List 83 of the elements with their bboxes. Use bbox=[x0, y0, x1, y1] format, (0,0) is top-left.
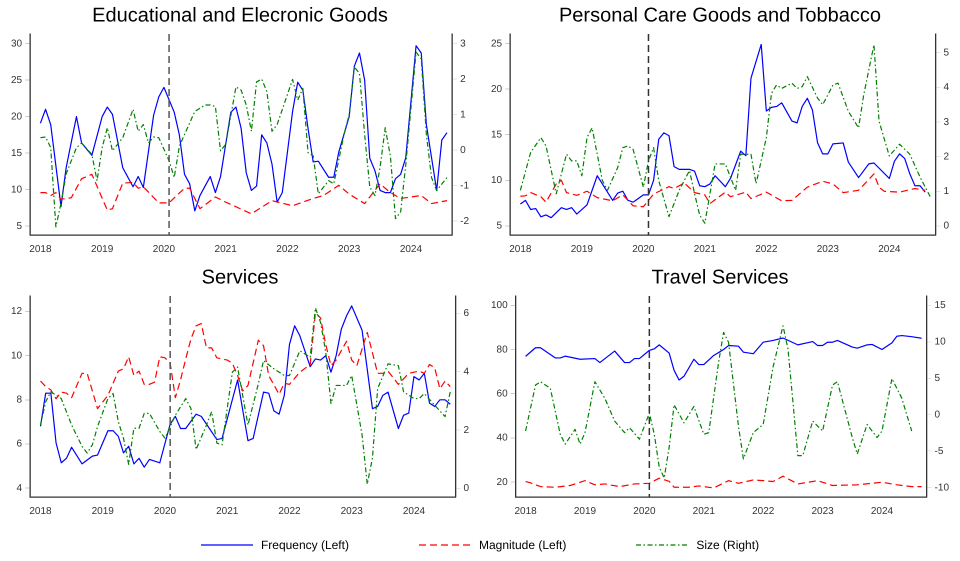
line-series bbox=[520, 173, 926, 208]
y2-tick-label: 0 bbox=[934, 409, 941, 420]
y-tick-label: 5 bbox=[16, 220, 23, 232]
y2-tick-label: 2 bbox=[460, 74, 466, 85]
x-tick-label: 2018 bbox=[514, 506, 538, 517]
legend-label: Size (Right) bbox=[696, 538, 760, 552]
x-tick-label: 2023 bbox=[811, 506, 834, 517]
y-tick-label: 10 bbox=[491, 175, 503, 186]
y-tick-label: 12 bbox=[11, 306, 23, 318]
y2-tick-label: 3 bbox=[943, 116, 950, 128]
y2-tick-label: 4 bbox=[943, 82, 950, 94]
y2-tick-label: 2 bbox=[463, 424, 470, 436]
y-tick-label: 80 bbox=[496, 344, 508, 356]
x-tick-label: 2024 bbox=[402, 506, 426, 517]
line-series bbox=[40, 174, 448, 214]
y-tick-label: 20 bbox=[491, 84, 503, 95]
y-tick-label: 8 bbox=[16, 394, 23, 406]
x-tick-label: 2018 bbox=[509, 244, 532, 255]
y-tick-label: 20 bbox=[11, 111, 23, 122]
x-tick-label: 2019 bbox=[92, 506, 114, 517]
y-tick-label: 15 bbox=[11, 148, 23, 159]
y2-tick-label: 0 bbox=[463, 483, 470, 494]
x-tick-label: 2024 bbox=[400, 244, 422, 255]
x-tick-label: 2022 bbox=[276, 244, 299, 255]
legend-label: Frequency (Left) bbox=[260, 538, 349, 552]
x-tick-label: 2024 bbox=[878, 244, 901, 255]
x-tick-label: 2021 bbox=[692, 506, 716, 517]
legend-label: Magnitude (Left) bbox=[478, 538, 566, 552]
y2-tick-label: 5 bbox=[934, 373, 941, 384]
y2-tick-label: -10 bbox=[934, 482, 950, 494]
chart-title: Personal Care Goods and Tobbacco bbox=[558, 4, 882, 27]
x-tick-label: 2021 bbox=[694, 244, 716, 255]
y2-tick-label: 4 bbox=[463, 366, 470, 378]
x-tick-label: 2023 bbox=[340, 506, 364, 517]
line-series bbox=[40, 312, 451, 410]
x-tick-label: 2020 bbox=[632, 244, 655, 255]
chart-title: Travel Services bbox=[651, 266, 789, 289]
x-tick-label: 2020 bbox=[152, 244, 176, 255]
x-tick-label: 2020 bbox=[154, 506, 177, 517]
y2-tick-label: -5 bbox=[934, 446, 944, 457]
y-tick-label: 10 bbox=[11, 350, 23, 362]
y-tick-label: 60 bbox=[496, 388, 508, 400]
y-tick-label: 4 bbox=[16, 482, 23, 494]
y-tick-label: 6 bbox=[16, 438, 23, 450]
y-tick-label: 10 bbox=[11, 184, 23, 196]
y2-tick-label: 0 bbox=[943, 220, 950, 232]
x-tick-label: 2022 bbox=[752, 506, 775, 517]
y2-tick-label: -2 bbox=[460, 216, 470, 227]
x-tick-label: 2022 bbox=[755, 244, 778, 255]
y-tick-label: 25 bbox=[491, 38, 503, 50]
x-tick-label: 2024 bbox=[870, 506, 894, 517]
line-series bbox=[524, 325, 912, 479]
x-tick-label: 2018 bbox=[29, 244, 52, 255]
y2-tick-label: 1 bbox=[943, 186, 950, 198]
chart-title: Educational and Elecronic Goods bbox=[92, 4, 388, 27]
y2-tick-label: 2 bbox=[943, 151, 950, 162]
x-tick-label: 2023 bbox=[338, 244, 361, 255]
chart-title: Services bbox=[202, 266, 278, 289]
y2-tick-label: 6 bbox=[463, 308, 470, 320]
y-tick-label: 25 bbox=[11, 74, 23, 86]
y2-tick-label: 0 bbox=[460, 144, 466, 156]
line-series bbox=[524, 476, 922, 489]
y2-tick-label: -1 bbox=[460, 180, 470, 192]
x-tick-label: 2021 bbox=[214, 244, 238, 255]
x-tick-label: 2021 bbox=[216, 506, 239, 517]
x-tick-label: 2022 bbox=[278, 506, 302, 517]
y-tick-label: 5 bbox=[496, 220, 503, 232]
y2-tick-label: 10 bbox=[934, 336, 946, 348]
x-tick-label: 2019 bbox=[574, 506, 597, 517]
y2-tick-label: 5 bbox=[943, 47, 950, 58]
y-tick-label: 20 bbox=[496, 476, 508, 488]
y2-tick-label: 3 bbox=[460, 38, 466, 50]
y-tick-label: 30 bbox=[11, 38, 23, 50]
y-tick-label: 40 bbox=[496, 432, 508, 444]
x-tick-label: 2020 bbox=[633, 506, 656, 517]
y2-tick-label: 15 bbox=[934, 300, 946, 312]
x-tick-label: 2019 bbox=[91, 244, 114, 255]
y-tick-label: 15 bbox=[491, 129, 503, 140]
x-tick-label: 2023 bbox=[816, 244, 840, 255]
y-tick-label: 100 bbox=[490, 300, 508, 312]
y2-tick-label: 1 bbox=[460, 109, 466, 120]
x-tick-label: 2019 bbox=[570, 244, 594, 255]
x-tick-label: 2018 bbox=[29, 506, 52, 517]
